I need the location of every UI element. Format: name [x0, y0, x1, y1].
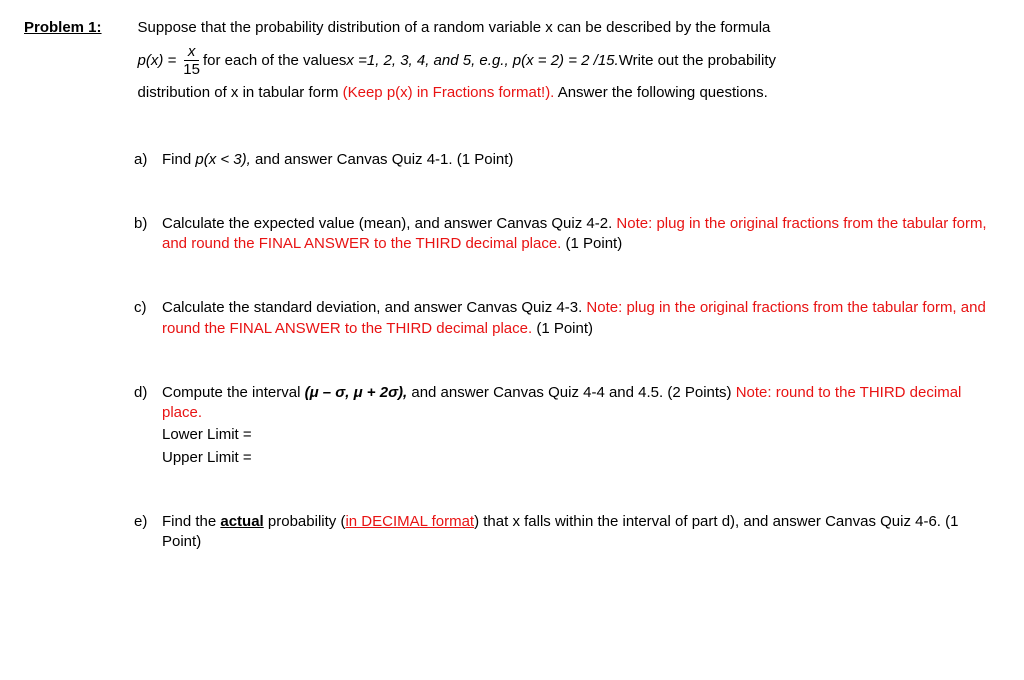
problem-header: Problem 1: Suppose that the probability …	[24, 18, 1000, 110]
qd-lower: Lower Limit =	[162, 425, 1000, 445]
question-c-letter: c)	[134, 298, 162, 318]
intro2-a: distribution of x in tabular form	[138, 84, 343, 101]
question-d: d) Compute the interval (μ – σ, μ + 2σ),…	[134, 383, 1000, 468]
questions-list: a) Find p(x < 3), and answer Canvas Quiz…	[134, 150, 1000, 553]
formula-fraction: x 15	[183, 44, 200, 77]
question-b-body: Calculate the expected value (mean), and…	[162, 214, 1000, 255]
qb-line1: Calculate the expected value (mean), and…	[162, 215, 616, 232]
qe-actual: actual	[220, 513, 263, 530]
qe-red: in DECIMAL format	[345, 513, 474, 530]
formula-italic: x =1, 2, 3, 4, and 5, e.g., p(x = 2) = 2…	[346, 51, 618, 71]
qe-mid1: probability (	[264, 513, 346, 530]
qa-pre: Find	[162, 151, 195, 168]
qd-pre: Compute the interval	[162, 384, 305, 401]
intro2-red: (Keep p(x) in Fractions format!).	[343, 84, 555, 101]
question-b-letter: b)	[134, 214, 162, 234]
fraction-denominator: 15	[183, 61, 200, 77]
problem-label: Problem 1:	[24, 18, 102, 38]
question-b: b) Calculate the expected value (mean), …	[134, 214, 1000, 255]
qd-upper: Upper Limit =	[162, 448, 1000, 468]
qa-post: and answer Canvas Quiz 4-1. (1 Point)	[251, 151, 514, 168]
intro2-b: Answer the following questions.	[554, 84, 767, 101]
qd-mid: and answer Canvas Quiz 4-4 and 4.5. (2 P…	[407, 384, 736, 401]
qd-italic: (μ – σ, μ + 2σ),	[305, 384, 408, 401]
question-e-letter: e)	[134, 512, 162, 532]
question-e: e) Find the actual probability (in DECIM…	[134, 512, 1000, 553]
intro-line-2: distribution of x in tabular form (Keep …	[138, 83, 1000, 103]
qa-italic: p(x < 3),	[195, 151, 250, 168]
question-a-letter: a)	[134, 150, 162, 170]
intro-line-1: Suppose that the probability distributio…	[138, 18, 1000, 38]
question-d-letter: d)	[134, 383, 162, 403]
formula-tail-1: for each of the values	[203, 51, 346, 71]
fraction-numerator: x	[184, 44, 200, 61]
intro-block: Suppose that the probability distributio…	[138, 18, 1000, 110]
qb-tail: (1 Point)	[561, 235, 622, 252]
question-a: a) Find p(x < 3), and answer Canvas Quiz…	[134, 150, 1000, 170]
qc-line1: Calculate the standard deviation, and an…	[162, 299, 586, 316]
formula-tail-2: Write out the probability	[619, 51, 776, 71]
question-c: c) Calculate the standard deviation, and…	[134, 298, 1000, 339]
question-e-body: Find the actual probability (in DECIMAL …	[162, 512, 1000, 553]
question-c-body: Calculate the standard deviation, and an…	[162, 298, 1000, 339]
question-a-body: Find p(x < 3), and answer Canvas Quiz 4-…	[162, 150, 1000, 170]
formula-line: p(x) = x 15 for each of the values x =1,…	[138, 44, 1000, 77]
question-d-body: Compute the interval (μ – σ, μ + 2σ), an…	[162, 383, 1000, 468]
qc-tail: (1 Point)	[532, 320, 593, 337]
qe-pre: Find the	[162, 513, 220, 530]
formula-px: p(x) =	[138, 51, 177, 71]
